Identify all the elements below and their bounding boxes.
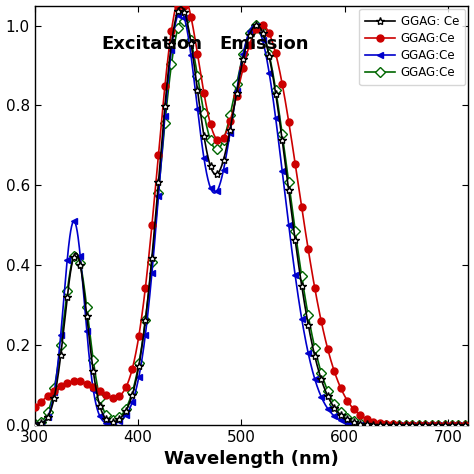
Text: Excitation: Excitation bbox=[101, 35, 202, 53]
GGAG:Ce bbox=[173, 3, 179, 9]
GGAG:Ce bbox=[378, 420, 384, 426]
GGAG:Ce bbox=[330, 399, 336, 404]
GGAG: Ce: (470, 0.647): Ce: (470, 0.647) bbox=[208, 164, 213, 169]
GGAG:Ce bbox=[76, 241, 82, 247]
GGAG:Ce bbox=[208, 121, 213, 127]
Line: GGAG:Ce: GGAG:Ce bbox=[31, 17, 472, 428]
GGAG: Ce: (343, 0.415): Ce: (343, 0.415) bbox=[76, 256, 82, 262]
GGAG:Ce bbox=[223, 154, 229, 159]
GGAG:Ce bbox=[76, 255, 82, 261]
Text: Emission: Emission bbox=[220, 35, 310, 53]
GGAG:Ce bbox=[223, 128, 229, 134]
GGAG:Ce bbox=[330, 412, 336, 418]
GGAG:Ce bbox=[330, 365, 336, 370]
GGAG: Ce: (485, 0.691): Ce: (485, 0.691) bbox=[223, 146, 229, 152]
Line: GGAG:Ce: GGAG:Ce bbox=[31, 8, 472, 428]
Line: GGAG:Ce: GGAG:Ce bbox=[31, 2, 472, 428]
GGAG: Ce: (300, 0.000578): Ce: (300, 0.000578) bbox=[32, 422, 37, 428]
X-axis label: Wavelength (nm): Wavelength (nm) bbox=[164, 450, 339, 468]
GGAG: Ce: (589, 0.0484): Ce: (589, 0.0484) bbox=[330, 403, 336, 409]
GGAG:Ce bbox=[32, 422, 37, 428]
GGAG:Ce bbox=[32, 404, 37, 410]
GGAG:Ce bbox=[180, 18, 186, 23]
GGAG:Ce bbox=[76, 378, 82, 384]
Line: GGAG: Ce: GGAG: Ce bbox=[30, 3, 473, 429]
GGAG:Ce bbox=[208, 185, 213, 191]
GGAG:Ce bbox=[465, 422, 471, 428]
GGAG:Ce bbox=[371, 419, 376, 424]
GGAG:Ce bbox=[465, 422, 471, 428]
GGAG:Ce bbox=[465, 422, 471, 428]
GGAG:Ce bbox=[178, 9, 183, 14]
GGAG: Ce: (635, 0.000314): Ce: (635, 0.000314) bbox=[378, 422, 384, 428]
GGAG: Ce: (442, 1.05): Ce: (442, 1.05) bbox=[178, 4, 184, 9]
GGAG:Ce bbox=[223, 129, 229, 135]
GGAG:Ce bbox=[371, 422, 376, 428]
GGAG: Ce: (628, 0.000838): Ce: (628, 0.000838) bbox=[371, 422, 376, 428]
GGAG: Ce: (720, 7.25e-11): Ce: (720, 7.25e-11) bbox=[465, 422, 471, 428]
GGAG:Ce bbox=[378, 422, 384, 428]
GGAG:Ce bbox=[32, 421, 37, 427]
GGAG:Ce bbox=[208, 137, 213, 143]
GGAG:Ce bbox=[371, 422, 376, 428]
Legend: GGAG: Ce, GGAG:Ce, GGAG:Ce, GGAG:Ce: GGAG: Ce, GGAG:Ce, GGAG:Ce, GGAG:Ce bbox=[359, 9, 465, 85]
GGAG:Ce bbox=[378, 422, 384, 428]
